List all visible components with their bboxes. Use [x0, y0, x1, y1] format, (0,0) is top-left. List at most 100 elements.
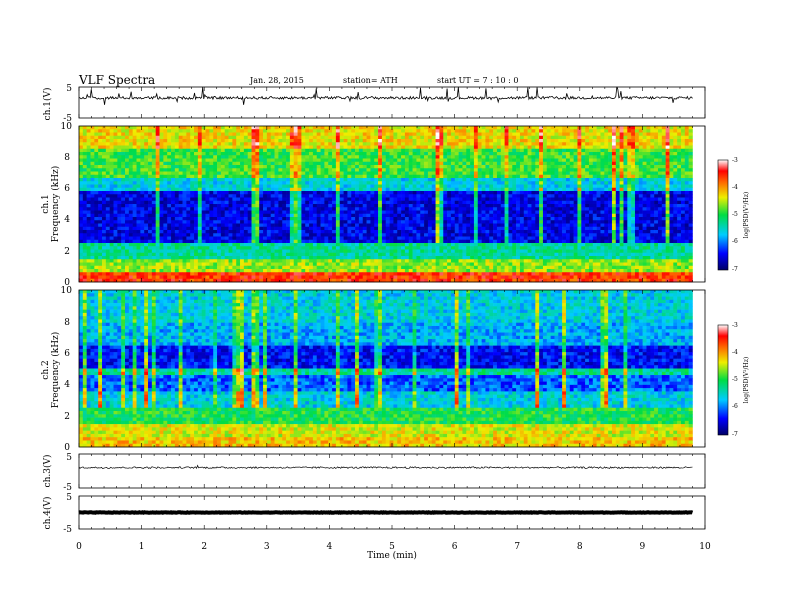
- spectrogram-cell: [454, 158, 459, 163]
- spectrogram-cell: [608, 197, 613, 202]
- spectrogram-cell: [293, 158, 298, 163]
- spectrogram-cell: [205, 181, 210, 185]
- spectrogram-cell: [424, 126, 429, 130]
- spectrogram-cell: [412, 220, 417, 224]
- spectrogram-cell: [385, 220, 390, 224]
- spectrogram-cell: [240, 155, 245, 159]
- spectrogram-cell: [661, 161, 666, 166]
- spectrogram-cell: [408, 171, 413, 176]
- spectrogram-cell: [358, 171, 364, 176]
- spectrogram-cell: [397, 145, 402, 150]
- spectrogram-cell: [102, 187, 107, 192]
- spectrogram-cell: [293, 168, 298, 172]
- spectrogram-cell: [531, 217, 536, 221]
- spectrogram-cell: [374, 210, 379, 215]
- spectrogram-cell: [312, 220, 318, 224]
- spectrogram-cell: [427, 155, 433, 159]
- spectrogram-cell: [94, 223, 99, 228]
- spectrogram-cell: [642, 191, 647, 195]
- spectrogram-cell: [171, 178, 176, 182]
- spectrogram-cell: [389, 126, 394, 130]
- spectrogram-cell: [148, 220, 153, 224]
- spectrogram-cell: [79, 174, 84, 179]
- spectrogram-cell: [236, 200, 241, 205]
- spectrogram-cell: [642, 217, 647, 221]
- spectrogram-cell: [558, 181, 563, 185]
- spectrogram-cell: [493, 165, 498, 169]
- spectrogram-cell: [109, 145, 114, 150]
- spectrogram-cell: [573, 220, 578, 224]
- spectrogram-cell: [473, 126, 479, 130]
- spectrogram-cell: [105, 161, 110, 166]
- spectrogram-cell: [577, 223, 582, 228]
- spectrogram-cell: [351, 210, 356, 215]
- spectrogram-cell: [454, 168, 459, 172]
- spectrogram-cell: [416, 145, 421, 150]
- spectrogram-cell: [358, 161, 364, 166]
- spectrogram-cell: [90, 168, 95, 172]
- spectrogram-cell: [654, 223, 659, 228]
- spectrogram-cell: [316, 197, 321, 202]
- spectrogram-cell: [408, 191, 413, 195]
- spectrogram-cell: [565, 139, 571, 143]
- spectrogram-cell: [527, 165, 532, 169]
- spectrogram-cell: [128, 171, 133, 176]
- spectrogram-cell: [688, 207, 693, 211]
- spectrogram-cell: [343, 126, 348, 130]
- spectrogram-cell: [381, 220, 387, 224]
- spectrogram-cell: [527, 213, 532, 218]
- spectrogram-cell: [631, 204, 636, 208]
- spectrogram-cell: [477, 210, 482, 215]
- spectrogram-cell: [228, 165, 233, 169]
- spectrogram-cell: [79, 165, 84, 169]
- spectrogram-cell: [343, 135, 348, 140]
- spectrogram-cell: [243, 217, 248, 221]
- spectrogram-cell: [389, 178, 394, 182]
- spectrogram-cell: [389, 168, 394, 172]
- spectrogram-cell: [562, 184, 567, 189]
- spectrogram-cell: [569, 135, 574, 140]
- spectrogram-cell: [201, 126, 206, 130]
- spectrogram-cell: [178, 197, 183, 202]
- spectrogram-cell: [194, 129, 199, 133]
- spectrogram-cell: [274, 210, 279, 215]
- spectrogram-cell: [623, 210, 628, 215]
- spectrogram-cell: [121, 220, 126, 224]
- spectrogram-cell: [642, 126, 647, 130]
- spectrogram-cell: [355, 220, 360, 224]
- spectrogram-cell: [140, 161, 145, 166]
- spectrogram-cell: [485, 174, 490, 179]
- spectrogram-cell: [320, 217, 325, 221]
- spectrogram-cell: [393, 213, 398, 218]
- spectrogram-cell: [151, 191, 156, 195]
- spectrogram-cell: [504, 191, 509, 195]
- spectrogram-cell: [167, 207, 172, 211]
- spectrogram-cell: [362, 174, 367, 179]
- spectrogram-cell: [581, 213, 586, 218]
- spectrogram-cell: [355, 200, 360, 205]
- spectrogram-cell: [140, 184, 145, 189]
- spectrogram-cell: [182, 191, 187, 195]
- spectrogram-cell: [155, 161, 160, 166]
- spectrogram-cell: [546, 223, 551, 228]
- spectrogram-cell: [240, 129, 245, 133]
- spectrogram-cell: [661, 181, 666, 185]
- spectrogram-cell: [266, 220, 272, 224]
- spectrogram-cell: [623, 181, 628, 185]
- spectrogram-cell: [577, 174, 582, 179]
- spectrogram-cell: [159, 142, 164, 146]
- spectrogram-cell: [381, 142, 387, 146]
- spectrogram-cell: [443, 142, 448, 146]
- spectrogram-cell: [125, 135, 130, 140]
- spectrogram-cell: [661, 213, 666, 218]
- spectrogram-cell: [531, 135, 536, 140]
- spectrogram-cell: [155, 142, 160, 146]
- spectrogram-cell: [558, 168, 563, 172]
- spectrogram-cell: [213, 158, 218, 163]
- spectrogram-cell: [431, 129, 436, 133]
- spectrogram-cell: [619, 174, 624, 179]
- spectrogram-cell: [228, 135, 233, 140]
- spectrogram-cell: [355, 181, 360, 185]
- spectrogram-cell: [178, 158, 183, 163]
- spectrogram-cell: [121, 168, 126, 172]
